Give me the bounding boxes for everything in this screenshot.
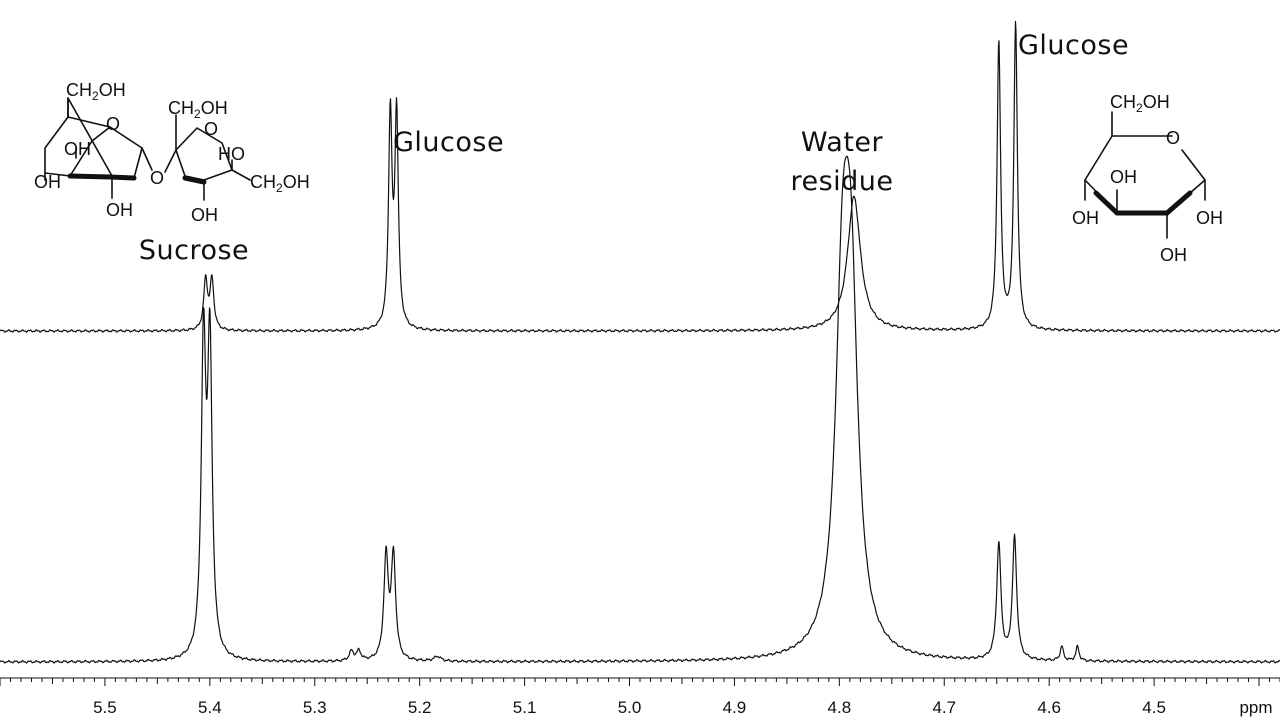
glucose-oh-3: OH [1196,208,1223,228]
x-axis-tick-label: 4.8 [828,698,852,717]
sucrose-ring-oxygen-2: O [204,119,218,139]
x-axis-tick-label: 4.5 [1142,698,1166,717]
x-axis-tick-label: 5.2 [408,698,432,717]
sucrose-ch2oh-top-right: CH2OH [168,98,228,121]
x-axis-tick-labels: 5.5 5.4 5.3 5.2 5.1 5.0 4.9 4.8 4.7 4.6 4.5 [93,698,1166,717]
sucrose-ring-oxygen-1: O [106,114,120,134]
sucrose-oh-1: OH [64,139,91,159]
top-spectrum-trace [0,20,1280,333]
glucose-ch2oh: CH2OH [1110,92,1170,115]
x-axis-tick-label: 5.4 [198,698,222,717]
annotation-glucose-right: Glucose [1018,30,1129,61]
sucrose-ch2oh-top-left: CH2OH [66,80,126,103]
sucrose-ho: HO [218,144,245,164]
glucose-oh-4: OH [1160,245,1187,265]
glucose-ring-oxygen: O [1166,128,1180,148]
sucrose-oh-4: OH [191,205,218,225]
glucose-oh-2: OH [1072,208,1099,228]
glucose-structure-drawing: CH2OH O OH OH OH OH [1072,92,1223,265]
annotation-water-line1: Water [801,127,884,158]
x-axis-tick-label: 4.6 [1037,698,1061,717]
sucrose-structure-drawing: CH2OH CH2OH CH2OH O O O OH OH OH OH HO [34,80,310,225]
x-axis-ticks [0,678,1280,686]
annotation-water-line2: residue [790,166,893,197]
annotation-sucrose: Sucrose [139,235,249,266]
sucrose-oh-3: OH [106,200,133,220]
x-axis-tick-label: 4.7 [932,698,956,717]
annotation-glucose-left: Glucose [393,127,504,158]
x-axis-tick-label: 4.9 [723,698,747,717]
x-axis-unit-label: ppm [1239,698,1272,717]
x-axis-tick-label: 5.0 [618,698,642,717]
x-axis-tick-label: 5.3 [303,698,327,717]
sucrose-bridge-oxygen: O [150,168,164,188]
sucrose-oh-2: OH [34,172,61,192]
glucose-oh-1: OH [1110,167,1137,187]
x-axis-tick-label: 5.5 [93,698,117,717]
x-axis-tick-label: 5.1 [513,698,537,717]
sucrose-ch2oh-right: CH2OH [250,172,310,195]
bottom-spectrum-trace [0,155,1280,664]
